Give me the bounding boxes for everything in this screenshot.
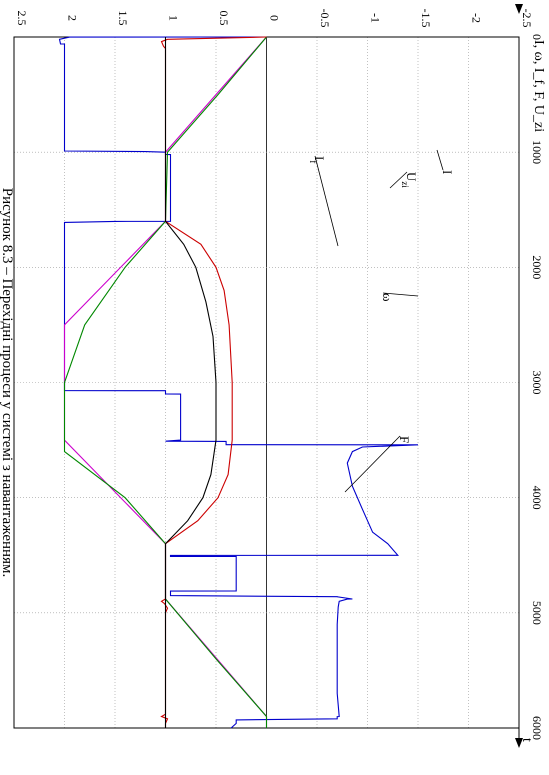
time-tick-label: 3000 bbox=[530, 371, 544, 395]
time-tick-label: 0 bbox=[530, 34, 544, 40]
annotation-label: If bbox=[308, 156, 327, 163]
time-axis-arrow-icon bbox=[515, 4, 523, 14]
value-tick-label: -2 bbox=[470, 13, 484, 23]
annotation-label: ω bbox=[380, 293, 395, 302]
value-tick-label: 0 bbox=[268, 15, 282, 21]
value-tick-label: 2.5 bbox=[15, 11, 29, 26]
value-tick-label: 1 bbox=[167, 15, 181, 21]
time-tick-label: 4000 bbox=[530, 486, 544, 510]
annotation-leader bbox=[389, 171, 408, 189]
annotation-leader bbox=[314, 155, 339, 247]
time-tick-label: 6000 bbox=[530, 716, 544, 740]
time-tick-label: 1000 bbox=[530, 140, 544, 164]
grid bbox=[13, 36, 520, 729]
value-tick-label: -0.5 bbox=[318, 9, 332, 28]
axes: -2.5 -2 -1.5 -1 -0.5 0 0.5 1 1.5 2 2.5 0 1000 2000 300… bbox=[0, 4, 546, 748]
value-tick-label: 0.5 bbox=[217, 11, 231, 26]
annotation-leader bbox=[344, 435, 401, 493]
time-tick-label: 2000 bbox=[530, 255, 544, 279]
annotation-leader bbox=[382, 292, 419, 297]
annotations: I Uzi If ω F bbox=[308, 149, 455, 493]
time-axis-end-arrow-icon bbox=[515, 738, 523, 748]
figure-caption: Рисунок 8.3 – Перехідні процеси у систем… bbox=[0, 188, 15, 577]
value-tick-label: -1.5 bbox=[419, 9, 433, 28]
annotation-label: I bbox=[440, 170, 455, 174]
time-tick-label: 5000 bbox=[530, 601, 544, 625]
annotation-label: Uzi bbox=[400, 172, 419, 188]
value-tick-label: 1.5 bbox=[116, 11, 130, 26]
value-tick-label: -1 bbox=[369, 13, 383, 23]
annotation-label: F bbox=[397, 436, 412, 443]
value-tick-label: 2 bbox=[66, 15, 80, 21]
time-axis-title: t bbox=[519, 738, 534, 742]
annotation-leader bbox=[436, 149, 444, 171]
series-line-f bbox=[164, 37, 217, 728]
series-layer bbox=[58, 36, 419, 729]
value-tick-label: -2.5 bbox=[520, 9, 534, 28]
series-line-- bbox=[63, 36, 268, 728]
value-axis-title: I, ω, I_f, F, U_zi bbox=[531, 40, 546, 132]
